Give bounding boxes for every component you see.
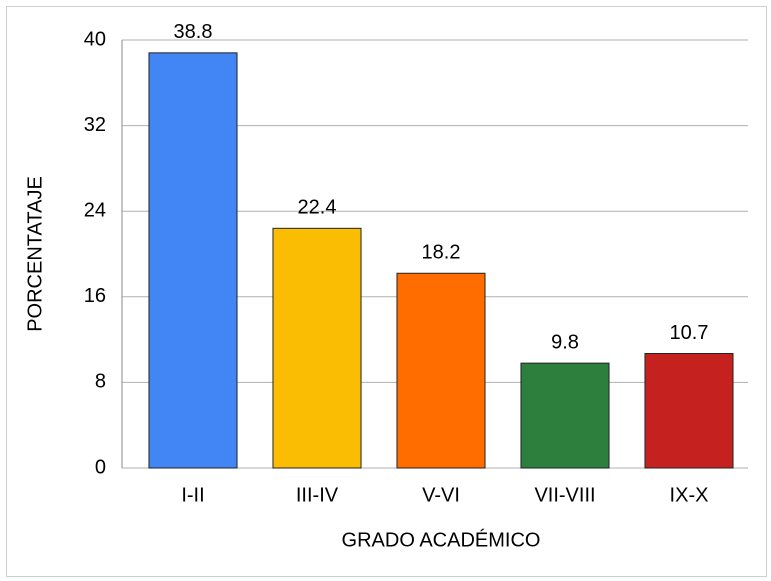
y-tick-label: 16 — [84, 285, 106, 307]
y-axis-label: PORCENTATAJE — [24, 176, 46, 332]
x-tick-label: I-II — [181, 484, 204, 506]
y-tick-label: 24 — [84, 199, 106, 221]
x-tick-label: V-VI — [422, 484, 460, 506]
bar — [272, 227, 362, 469]
data-label: 22.4 — [298, 197, 337, 219]
chart-border — [6, 6, 767, 577]
y-tick-label: 40 — [84, 28, 106, 50]
x-tick-label: VII-VIII — [534, 484, 595, 506]
data-label: 38.8 — [174, 21, 213, 43]
y-tick-label: 0 — [95, 456, 106, 478]
x-tick-label: IX-X — [670, 484, 709, 506]
bar — [520, 362, 610, 469]
bar — [396, 272, 486, 469]
y-tick-label: 8 — [95, 371, 106, 393]
x-tick-label: III-IV — [296, 484, 339, 506]
data-label: 10.7 — [670, 322, 709, 344]
bar — [148, 52, 238, 469]
data-label: 9.8 — [551, 331, 579, 353]
x-axis-label: GRADO ACADÉMICO — [342, 528, 541, 551]
data-label: 18.2 — [422, 242, 461, 264]
y-tick-label: 32 — [84, 114, 106, 136]
bar — [644, 353, 734, 469]
